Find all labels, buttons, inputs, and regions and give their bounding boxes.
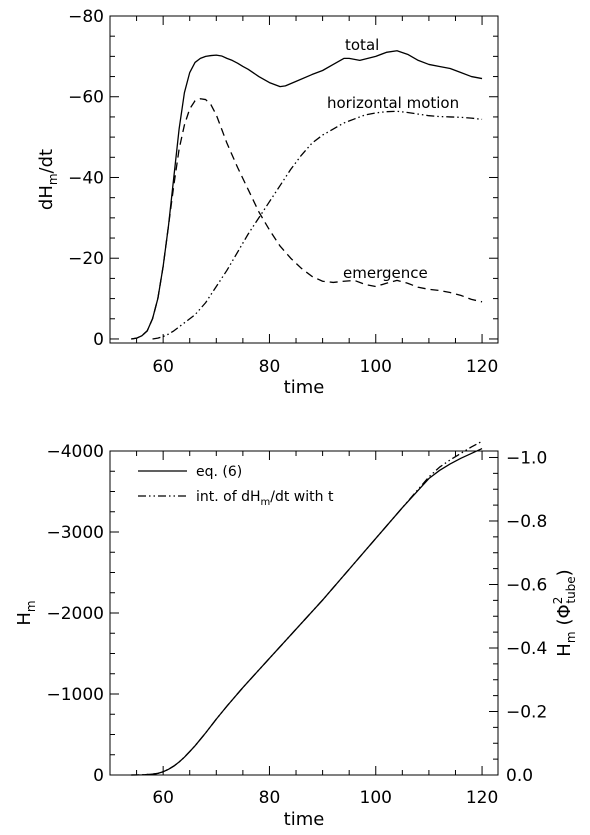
legend-label-post: /dt with t [270,489,334,505]
y-tick-label: −4000 [46,442,104,462]
y-title-main: H [14,612,35,626]
series-line-horizontal-motion [152,110,483,340]
y-title-tail: /dt [36,149,57,174]
y-tick-label: 0 [93,330,104,350]
x-tick-label: 60 [152,788,174,808]
y-tick-label: −2000 [46,604,104,624]
panel-2: 60 80 100 120 time 0 −1000 −2000 −3000 −4000 Hm 0.0… [14,440,578,830]
series-line-int-of-dhm-dt-with-t [131,440,483,776]
y-title-main: dH [36,185,57,210]
y-right-title-main: H [554,643,575,657]
y-tick-label: −20 [68,249,104,269]
y-right-tick-label: −0.8 [506,512,547,532]
y-tick-label: −80 [68,7,104,27]
legend-label-pre: int. of dH [196,489,261,505]
legend: eq. (6) int. of dHm/dt with t [138,464,334,508]
x-tick-label: 120 [466,788,498,808]
y-axis-title: dHm/dt [36,149,60,210]
x-tick-label: 100 [360,357,392,377]
y-right-axis-title: Hm (Φ2tube) [551,569,578,656]
y-right-title-sup: 2 [551,597,565,605]
y-title-sub: m [46,173,60,185]
y-right-tick-label: −0.6 [506,575,547,595]
legend-label-sub: m [261,497,271,508]
legend-label: int. of dHm/dt with t [196,489,334,508]
legend-label: eq. (6) [196,464,242,480]
y-tick-label: −60 [68,88,104,108]
y-right-tick-label: 0.0 [506,766,533,786]
y-tick-label: −3000 [46,523,104,543]
plot-frame [109,15,499,344]
y-right-title-paren: (Φ [554,604,575,625]
y-right-tick-label: −0.2 [506,702,547,722]
x-axis-title: time [284,809,325,830]
y-tick-label: −40 [68,168,104,188]
series-annotation: total [345,36,379,54]
x-tick-label: 120 [466,357,498,377]
y-right-title-subsub: tube [564,576,578,603]
series-annotation: horizontal motion [327,94,459,112]
series-line-total [131,50,483,340]
x-tick-label: 60 [152,357,174,377]
x-axis-title: time [284,377,325,398]
x-tick-label: 80 [259,788,281,808]
x-tick-label: 100 [360,788,392,808]
series-line-emergence [131,98,483,340]
y-tick-label: −1000 [46,685,104,705]
y-right-title-close: ) [554,569,575,576]
x-tick-label: 80 [259,357,281,377]
y-right-tick-label: −0.4 [506,639,547,659]
y-axis-title: Hm [14,600,38,625]
panel-1: 60 80 100 120 time 0 −20 −40 −60 −80 dHm/dt total ho… [36,7,499,398]
y-title-sub: m [24,600,38,612]
y-tick-label: 0 [93,766,104,786]
y-right-title-sub: m [564,631,578,643]
series-annotation: emergence [343,264,428,282]
y-right-tick-label: −1.0 [506,448,547,468]
